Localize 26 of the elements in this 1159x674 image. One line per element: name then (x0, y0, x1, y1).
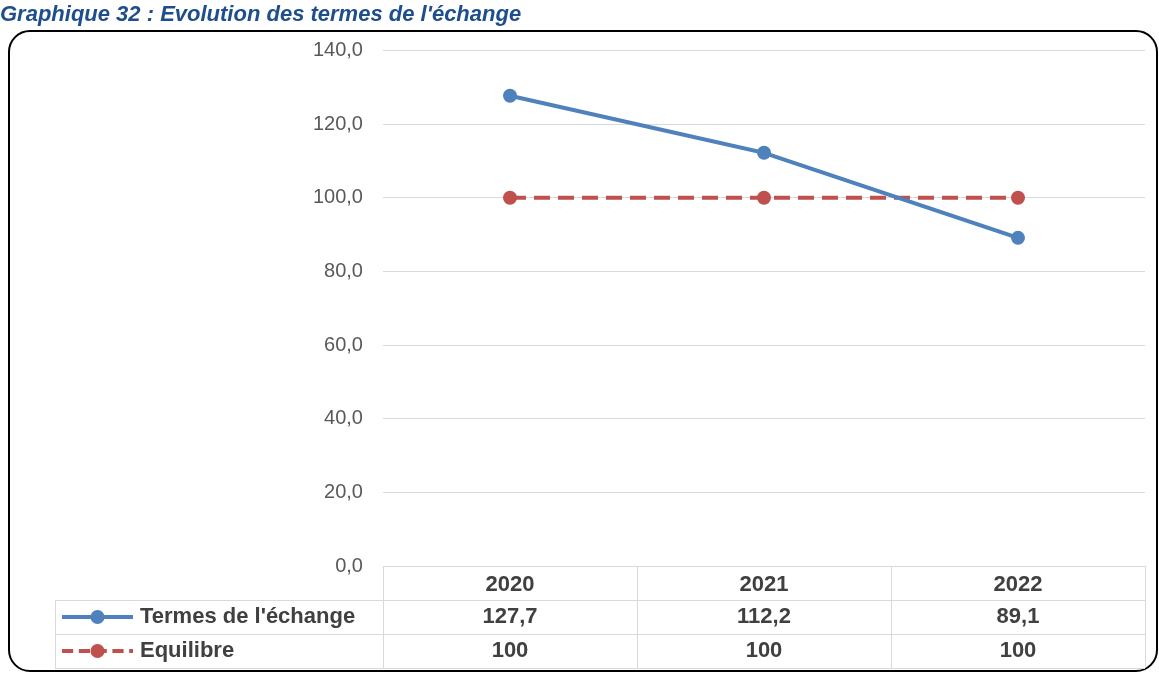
point (1011, 230, 1025, 245)
legend-label: Equilibre (140, 637, 235, 663)
legend-label: Termes de l'échange (140, 603, 356, 629)
x-tick-label: 2021 (739, 571, 789, 597)
x-tick-label: 2020 (485, 571, 535, 597)
data-label: 100 (999, 637, 1037, 663)
point (1011, 190, 1025, 205)
point (503, 88, 517, 103)
data-label: 100 (745, 637, 783, 663)
y-tick-label: 20,0 (324, 479, 363, 502)
point (757, 190, 771, 205)
point (503, 190, 517, 205)
y-tick-label: 120,0 (312, 111, 363, 134)
y-tick-label: 100,0 (312, 185, 363, 208)
data-label: 89,1 (996, 603, 1040, 629)
point (757, 145, 771, 160)
x-tick-label: 2022 (993, 571, 1043, 597)
y-tick-label: 40,0 (324, 406, 363, 429)
y-tick-label: 60,0 (324, 332, 363, 355)
y-tick-label: 140,0 (312, 37, 363, 60)
data-label: 100 (491, 637, 529, 663)
y-tick-label: 0,0 (335, 553, 363, 576)
y-tick-label: 80,0 (324, 258, 363, 281)
data-label: 112,2 (737, 603, 791, 629)
data-label: 127,7 (482, 603, 538, 629)
chart-title: Graphique 32 : Evolution des termes de l'échange (0, 1, 522, 27)
